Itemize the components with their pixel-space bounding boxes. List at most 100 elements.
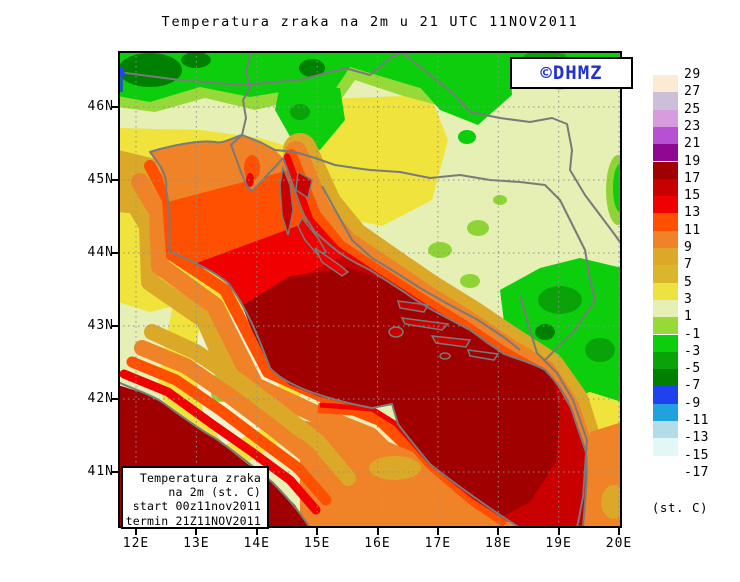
x-axis-label: 12E — [122, 536, 150, 551]
tyrrhenian-strips — [119, 324, 356, 515]
graticule — [119, 52, 621, 527]
colorbar-cell — [653, 248, 678, 266]
y-axis-tick — [111, 179, 118, 181]
run-info-box: Temperatura zraka na 2m (st. C) start 00z1… — [121, 466, 269, 529]
italy-adriatic-coast — [149, 134, 521, 527]
blue-arrow-marker — [119, 65, 126, 92]
colorbar-cell — [653, 92, 678, 110]
page-title: Temperatura zraka na 2m u 21 UTC 11NOV20… — [161, 14, 579, 30]
bosnia-coastal-border — [321, 185, 521, 351]
x-axis-label: 19E — [545, 536, 572, 551]
colorbar-label: -3 — [684, 343, 701, 359]
colorbar-label: 29 — [684, 67, 701, 82]
sava-border — [241, 134, 596, 361]
x-axis-label: 16E — [364, 536, 391, 551]
colorbar-cell — [653, 161, 678, 179]
colorbar-cell — [653, 334, 678, 352]
y-axis-tick — [111, 252, 118, 254]
hungary-border — [401, 52, 621, 246]
colorbar-cell — [653, 403, 678, 421]
x-axis-tick — [497, 528, 500, 535]
x-axis-tick — [316, 528, 319, 535]
plot-frame-border — [118, 51, 622, 528]
colorbar-cell — [653, 230, 678, 248]
y-axis-label: 41N — [87, 464, 114, 479]
colorbar-unit-label: (st. C) — [651, 500, 709, 515]
y-axis-tick — [111, 106, 118, 108]
colorbar-cell — [653, 299, 678, 318]
slovenia-italy-border — [241, 52, 253, 136]
y-axis-label: 44N — [87, 245, 114, 260]
x-axis-label: 13E — [183, 536, 210, 551]
colorbar-cell — [653, 213, 678, 231]
x-axis-tick — [618, 528, 620, 535]
colorbar-cell — [653, 369, 678, 387]
x-axis-label: 17E — [424, 536, 452, 551]
x-axis-label: 15E — [303, 536, 331, 551]
dhmz-logo-text: ©DHMZ — [540, 62, 603, 84]
colorbar-cell — [653, 282, 678, 300]
colorbar-label: 15 — [684, 188, 701, 204]
colorbar-cell — [653, 438, 678, 456]
dhmz-logo-box: ©DHMZ — [510, 57, 633, 89]
dalmatian-islands — [279, 165, 500, 361]
colorbar-label: 3 — [684, 291, 693, 307]
x-axis-tick — [436, 528, 439, 535]
colorbar-cell — [653, 455, 678, 473]
istria-coast — [230, 134, 284, 192]
colorbar-label: 5 — [684, 274, 693, 290]
colorbar-label: -11 — [684, 413, 709, 428]
run-info-line: termin 21Z11NOV2011 — [125, 513, 261, 528]
colorbar-cell — [653, 126, 678, 145]
colorbar-cell — [653, 144, 678, 162]
colorbar-cell — [653, 351, 678, 370]
run-info-line: Temperatura zraka — [139, 471, 261, 485]
x-axis-tick — [557, 528, 560, 535]
colorbar-cell — [653, 196, 678, 214]
y-axis-label: 43N — [87, 318, 114, 333]
y-axis-tick — [111, 471, 118, 473]
colorbar-label: 9 — [684, 240, 693, 255]
dalmatia-coast — [282, 157, 588, 527]
colorbar-label: 27 — [684, 84, 701, 100]
y-axis-label: 46N — [87, 99, 114, 114]
inland-green-spots — [428, 130, 621, 288]
colorbar-label: -17 — [684, 464, 709, 480]
montenegro-border — [519, 294, 588, 527]
colorbar-label: -1 — [684, 326, 701, 342]
colorbar-cell — [653, 265, 678, 283]
tyrrhenian-coast — [119, 381, 311, 527]
colorbar-label: 17 — [684, 170, 701, 186]
colorbar-label: 19 — [684, 153, 701, 169]
y-axis-label: 45N — [87, 172, 114, 187]
colorbar-cell — [653, 317, 678, 335]
y-axis-label: 42N — [87, 391, 114, 406]
colorbar-label: -5 — [684, 361, 701, 377]
colorbar-label: 1 — [684, 309, 693, 325]
x-axis-label: 18E — [485, 536, 512, 551]
colorbar-label: -7 — [684, 378, 701, 394]
colorbar-cell — [653, 75, 678, 93]
colorbar-cell — [653, 109, 678, 127]
colorbar-cell — [653, 421, 678, 439]
x-axis-tick — [195, 528, 198, 535]
y-axis-tick — [111, 398, 118, 400]
x-axis-tick — [255, 528, 258, 535]
colorbar-label: 25 — [684, 101, 701, 117]
run-info-line: start 00z11nov2011 — [132, 499, 261, 514]
albania-land — [585, 422, 621, 527]
alps-border — [119, 52, 403, 86]
colorbar-cell — [653, 178, 678, 197]
colorbar-label: -15 — [684, 447, 709, 463]
x-axis-label: 20E — [605, 536, 633, 551]
colorbar-cell — [653, 386, 678, 404]
x-axis-tick — [135, 528, 137, 535]
colorbar-label: 23 — [684, 118, 701, 134]
colorbar-label: 7 — [684, 257, 693, 273]
y-axis-tick — [111, 325, 118, 327]
colorbar-label: -9 — [684, 395, 701, 411]
colorbar-label: 13 — [684, 205, 701, 221]
run-info-line: na 2m (st. C) — [168, 485, 261, 500]
x-axis-tick — [376, 528, 379, 535]
